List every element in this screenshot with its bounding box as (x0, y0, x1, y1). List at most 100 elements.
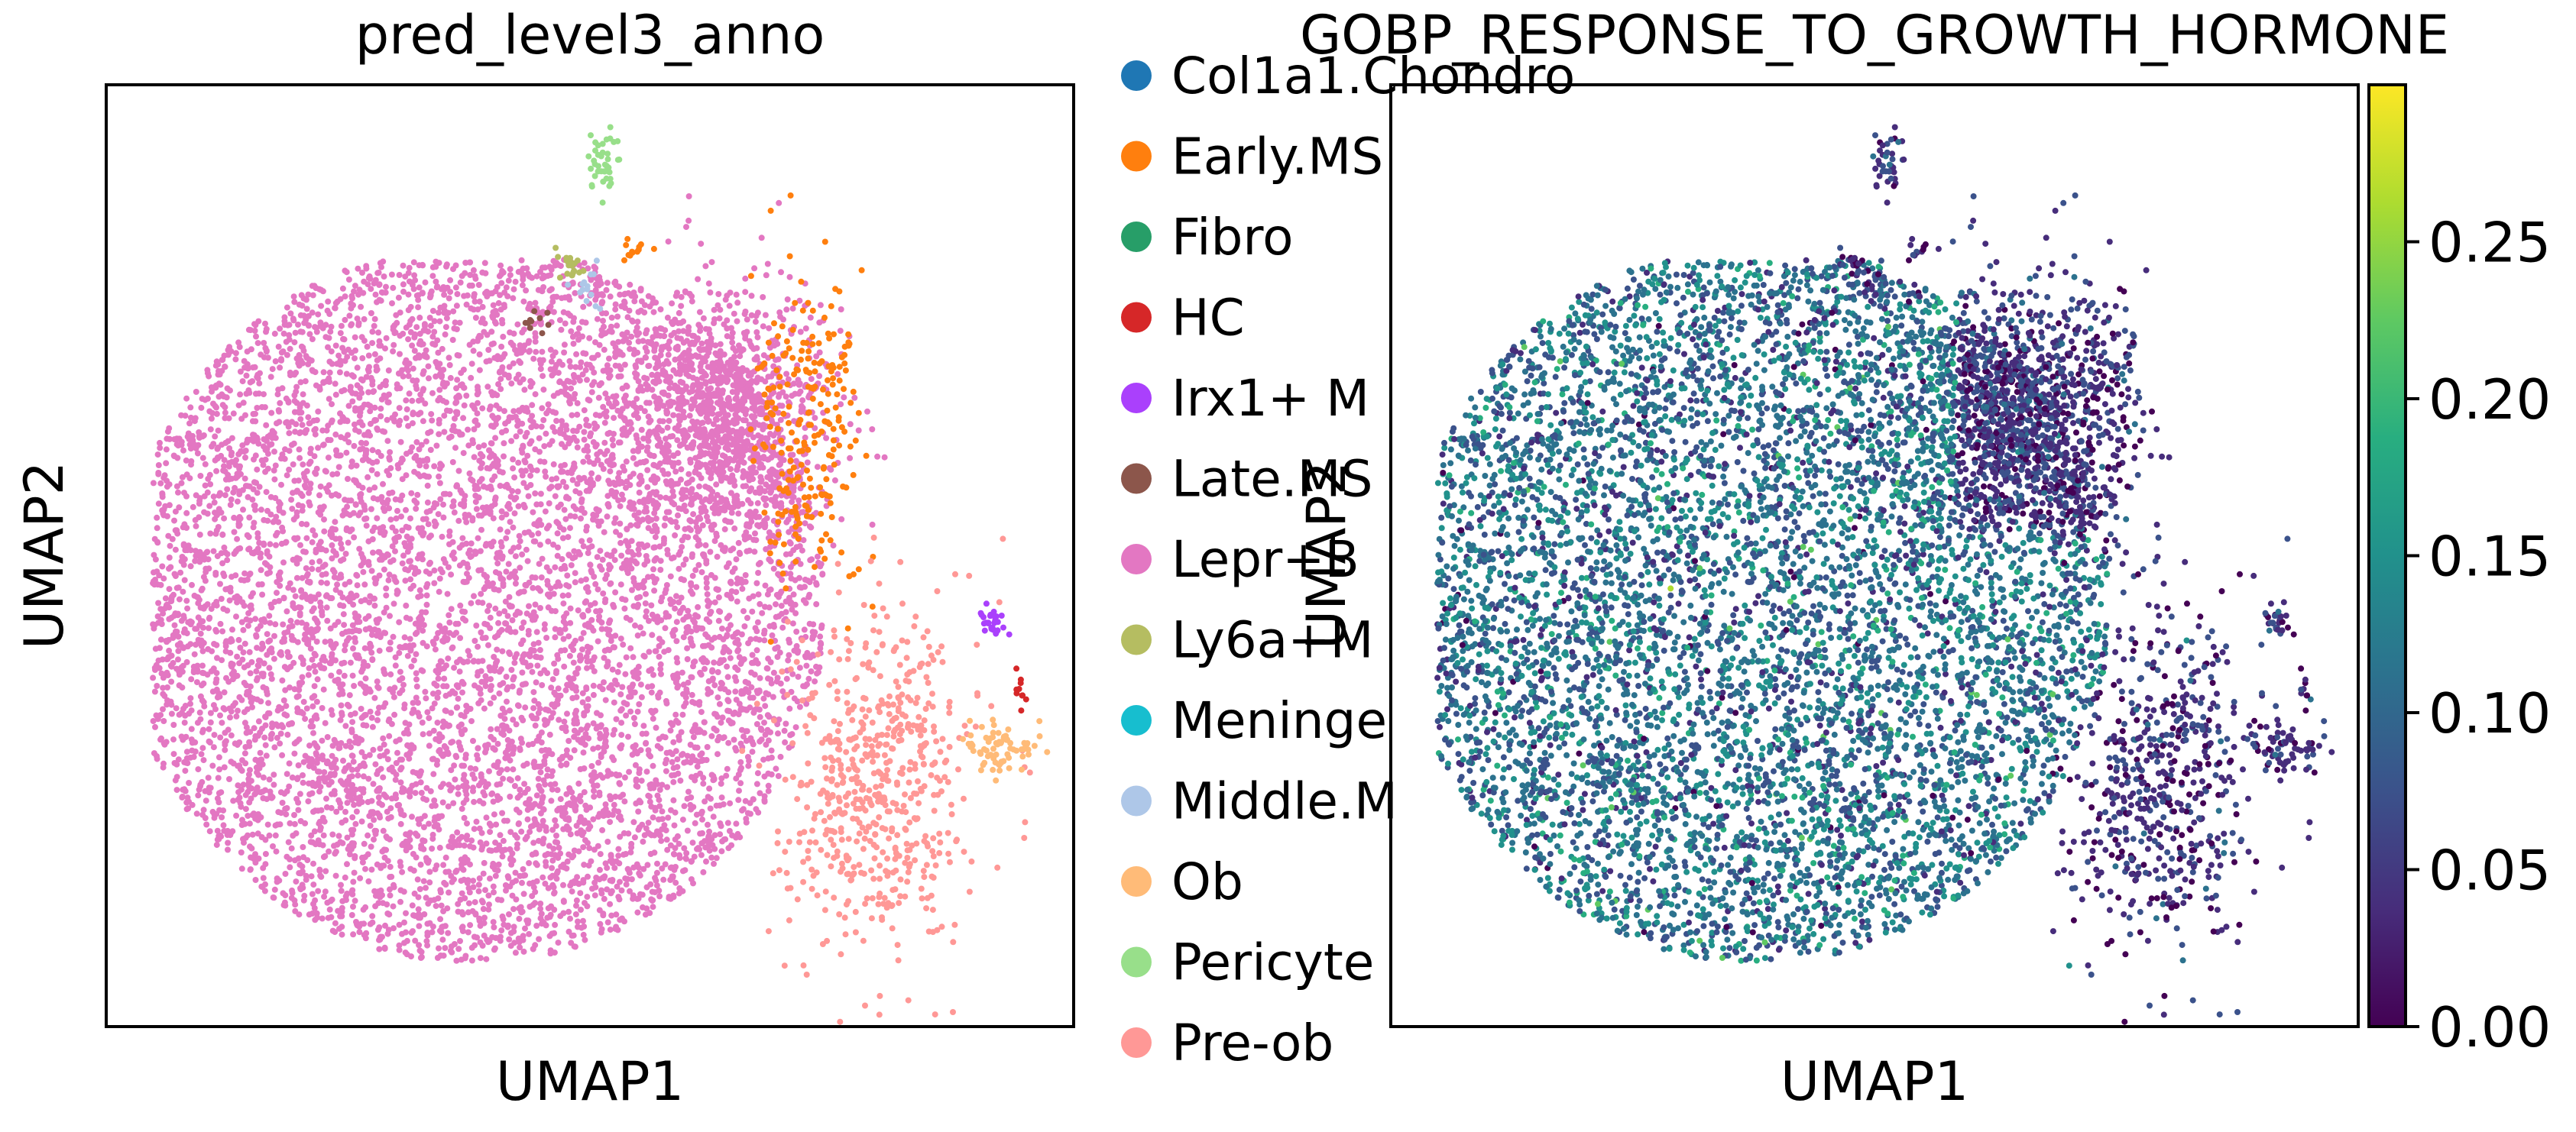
scatter-point (684, 827, 691, 834)
scatter-point (517, 429, 523, 435)
scatter-point (492, 605, 499, 612)
scatter-point (299, 422, 306, 429)
scatter-point (482, 542, 489, 549)
scatter-point (371, 322, 377, 329)
scatter-point (187, 404, 194, 411)
scatter-point (291, 339, 298, 346)
scatter-point (188, 461, 194, 468)
scatter-point (507, 519, 514, 526)
scatter-point (475, 399, 481, 406)
scatter-point (588, 569, 595, 576)
scatter-point (369, 328, 376, 335)
scatter-point (535, 530, 542, 537)
scatter-point (160, 706, 166, 713)
scatter-point (317, 504, 323, 511)
scatter-point (209, 385, 216, 392)
scatter-point (328, 791, 335, 797)
scatter-point (389, 300, 395, 307)
scatter-point (586, 845, 593, 852)
scatter-point (295, 799, 302, 806)
scatter-point (321, 528, 328, 535)
scatter-point (369, 656, 376, 663)
scatter-point (300, 698, 307, 705)
scatter-point (407, 844, 413, 851)
scatter-point (295, 807, 302, 813)
scatter-point (218, 789, 225, 796)
scatter-point (241, 603, 248, 609)
scatter-point (477, 691, 484, 697)
scatter-point (667, 727, 674, 734)
scatter-point (209, 648, 215, 655)
scatter-point (311, 683, 318, 690)
scatter-point (397, 668, 403, 675)
scatter-point (322, 561, 329, 568)
scatter-point (663, 509, 670, 516)
scatter-point (462, 859, 468, 866)
scatter-point (696, 541, 703, 548)
scatter-point (460, 681, 467, 687)
scatter-point (352, 639, 358, 645)
scatter-point (580, 931, 587, 938)
scatter-point (296, 301, 303, 308)
scatter-point (267, 493, 274, 500)
scatter-point (315, 445, 322, 451)
scatter-point (220, 606, 227, 613)
scatter-point (306, 742, 313, 749)
scatter-point (361, 753, 368, 760)
scatter-point (591, 668, 598, 674)
scatter-point (501, 453, 507, 460)
scatter-point (620, 641, 627, 648)
scatter-point (536, 647, 543, 653)
scatter-point (613, 529, 619, 535)
scatter-point (502, 882, 509, 888)
scatter-point (615, 894, 622, 901)
scatter-point (463, 393, 470, 399)
scatter-point (271, 744, 278, 751)
scatter-point (181, 577, 188, 584)
scatter-point (729, 832, 736, 839)
scatter-point (161, 693, 168, 700)
scatter-point (755, 561, 762, 568)
scatter-point (441, 309, 448, 316)
scatter-point (585, 448, 591, 454)
scatter-point (345, 539, 352, 546)
scatter-point (708, 689, 714, 696)
scatter-point (657, 666, 664, 672)
scatter-point (270, 843, 276, 849)
scatter-point (496, 690, 503, 697)
scatter-point (455, 620, 462, 627)
scatter-point (316, 768, 322, 775)
scatter-point (164, 684, 170, 691)
scatter-point (598, 712, 604, 719)
scatter-point (242, 412, 248, 419)
scatter-point (392, 776, 399, 783)
scatter-point (604, 280, 611, 286)
scatter-point (305, 798, 312, 805)
scatter-point (612, 362, 619, 369)
scatter-point (672, 605, 679, 612)
scatter-point (650, 904, 656, 910)
scatter-point (516, 820, 522, 826)
scatter-point (491, 946, 497, 953)
scatter-point (737, 767, 744, 774)
scatter-point (237, 645, 244, 651)
scatter-point (199, 585, 206, 592)
scatter-point (479, 635, 486, 642)
scatter-point (505, 277, 512, 284)
scatter-point (385, 927, 392, 933)
scatter-point (397, 779, 404, 786)
scatter-point (614, 322, 621, 329)
scatter-point (566, 652, 573, 659)
scatter-point (775, 730, 781, 737)
scatter-point (561, 341, 568, 348)
scatter-point (507, 548, 514, 555)
scatter-point (585, 873, 591, 880)
scatter-point (328, 653, 335, 660)
scatter-point (241, 475, 248, 482)
scatter-point (672, 672, 679, 679)
scatter-point (234, 653, 241, 660)
scatter-point (413, 683, 420, 690)
scatter-point (406, 264, 413, 271)
scatter-point (238, 822, 245, 828)
scatter-point (354, 315, 361, 322)
